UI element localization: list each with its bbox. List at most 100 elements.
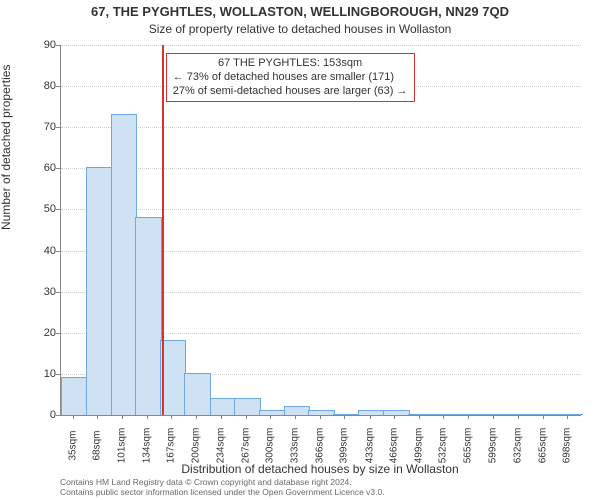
chart-figure: 67, THE PYGHTLES, WOLLASTON, WELLINGBORO… — [0, 0, 600, 500]
annotation-box: 67 THE PYGHTLES: 153sqm← 73% of detached… — [166, 53, 415, 102]
x-tick-mark — [73, 415, 74, 419]
x-tick-label: 632sqm — [513, 428, 524, 464]
y-tick-label: 70 — [16, 121, 56, 133]
x-tick-label: 698sqm — [562, 428, 573, 464]
x-tick-label: 399sqm — [339, 428, 350, 464]
x-tick-mark — [543, 415, 544, 419]
y-tick-mark — [56, 374, 60, 375]
x-tick-label: 101sqm — [116, 428, 127, 464]
histogram-bar — [507, 414, 534, 415]
histogram-bar — [432, 414, 459, 415]
histogram-bar — [333, 414, 360, 415]
x-tick-label: 333sqm — [290, 428, 301, 464]
y-tick-label: 30 — [16, 286, 56, 298]
histogram-bar — [259, 410, 286, 415]
gridline — [61, 168, 581, 169]
reference-line — [162, 45, 164, 415]
x-tick-mark — [419, 415, 420, 419]
footer-attribution: Contains HM Land Registry data © Crown c… — [60, 478, 580, 498]
x-tick-label: 68sqm — [92, 430, 103, 460]
histogram-bar — [234, 398, 261, 415]
y-tick-label: 10 — [16, 368, 56, 380]
x-tick-mark — [171, 415, 172, 419]
histogram-bar — [531, 414, 558, 415]
x-tick-mark — [196, 415, 197, 419]
histogram-bar — [556, 414, 583, 415]
x-tick-mark — [122, 415, 123, 419]
y-tick-mark — [56, 127, 60, 128]
y-tick-mark — [56, 168, 60, 169]
x-tick-mark — [443, 415, 444, 419]
x-tick-mark — [370, 415, 371, 419]
y-tick-label: 0 — [16, 409, 56, 421]
plot-area: 67 THE PYGHTLES: 153sqm← 73% of detached… — [60, 45, 581, 416]
y-tick-mark — [56, 333, 60, 334]
histogram-bar — [111, 114, 138, 415]
histogram-bar — [408, 414, 435, 415]
y-tick-label: 40 — [16, 245, 56, 257]
histogram-bar — [284, 406, 311, 415]
y-tick-label: 50 — [16, 203, 56, 215]
y-tick-mark — [56, 45, 60, 46]
histogram-bar — [160, 340, 187, 415]
x-tick-label: 234sqm — [216, 428, 227, 464]
x-tick-label: 167sqm — [166, 428, 177, 464]
x-tick-mark — [394, 415, 395, 419]
y-tick-label: 90 — [16, 39, 56, 51]
x-tick-label: 300sqm — [265, 428, 276, 464]
x-tick-label: 366sqm — [314, 428, 325, 464]
histogram-bar — [210, 398, 237, 415]
x-tick-mark — [320, 415, 321, 419]
histogram-bar — [184, 373, 211, 415]
histogram-bar — [358, 410, 385, 415]
histogram-bar — [135, 217, 162, 415]
x-tick-label: 433sqm — [364, 428, 375, 464]
x-tick-label: 466sqm — [389, 428, 400, 464]
x-tick-label: 134sqm — [141, 428, 152, 464]
y-tick-label: 80 — [16, 80, 56, 92]
x-tick-mark — [567, 415, 568, 419]
x-tick-mark — [344, 415, 345, 419]
y-tick-label: 20 — [16, 327, 56, 339]
y-tick-label: 60 — [16, 162, 56, 174]
x-tick-label: 267sqm — [240, 428, 251, 464]
x-tick-label: 499sqm — [413, 428, 424, 464]
x-tick-mark — [246, 415, 247, 419]
annotation-line: 67 THE PYGHTLES: 153sqm — [173, 57, 408, 71]
x-tick-label: 35sqm — [67, 430, 78, 460]
x-axis-label: Distribution of detached houses by size … — [60, 462, 580, 476]
y-tick-mark — [56, 86, 60, 87]
x-tick-label: 599sqm — [488, 428, 499, 464]
gridline — [61, 127, 581, 128]
histogram-bar — [383, 410, 410, 415]
x-tick-mark — [493, 415, 494, 419]
histogram-bar — [482, 414, 509, 415]
x-tick-mark — [270, 415, 271, 419]
annotation-line: 27% of semi-detached houses are larger (… — [173, 85, 408, 99]
y-tick-mark — [56, 415, 60, 416]
gridline — [61, 209, 581, 210]
y-axis-label: Number of detached properties — [0, 65, 13, 230]
x-tick-label: 565sqm — [463, 428, 474, 464]
annotation-line: ← 73% of detached houses are smaller (17… — [173, 71, 408, 85]
footer-line: Contains public sector information licen… — [60, 488, 580, 498]
histogram-bar — [86, 167, 113, 415]
x-tick-mark — [468, 415, 469, 419]
x-tick-mark — [295, 415, 296, 419]
histogram-bar — [61, 377, 88, 415]
y-tick-mark — [56, 209, 60, 210]
x-tick-mark — [97, 415, 98, 419]
x-tick-label: 200sqm — [190, 428, 201, 464]
y-tick-mark — [56, 292, 60, 293]
x-tick-label: 532sqm — [438, 428, 449, 464]
x-tick-mark — [147, 415, 148, 419]
x-tick-label: 665sqm — [537, 428, 548, 464]
x-tick-mark — [518, 415, 519, 419]
chart-title: 67, THE PYGHTLES, WOLLASTON, WELLINGBORO… — [0, 4, 600, 19]
histogram-bar — [308, 410, 335, 415]
histogram-bar — [457, 414, 484, 415]
x-tick-mark — [221, 415, 222, 419]
chart-subtitle: Size of property relative to detached ho… — [0, 22, 600, 36]
y-tick-mark — [56, 251, 60, 252]
gridline — [61, 45, 581, 46]
